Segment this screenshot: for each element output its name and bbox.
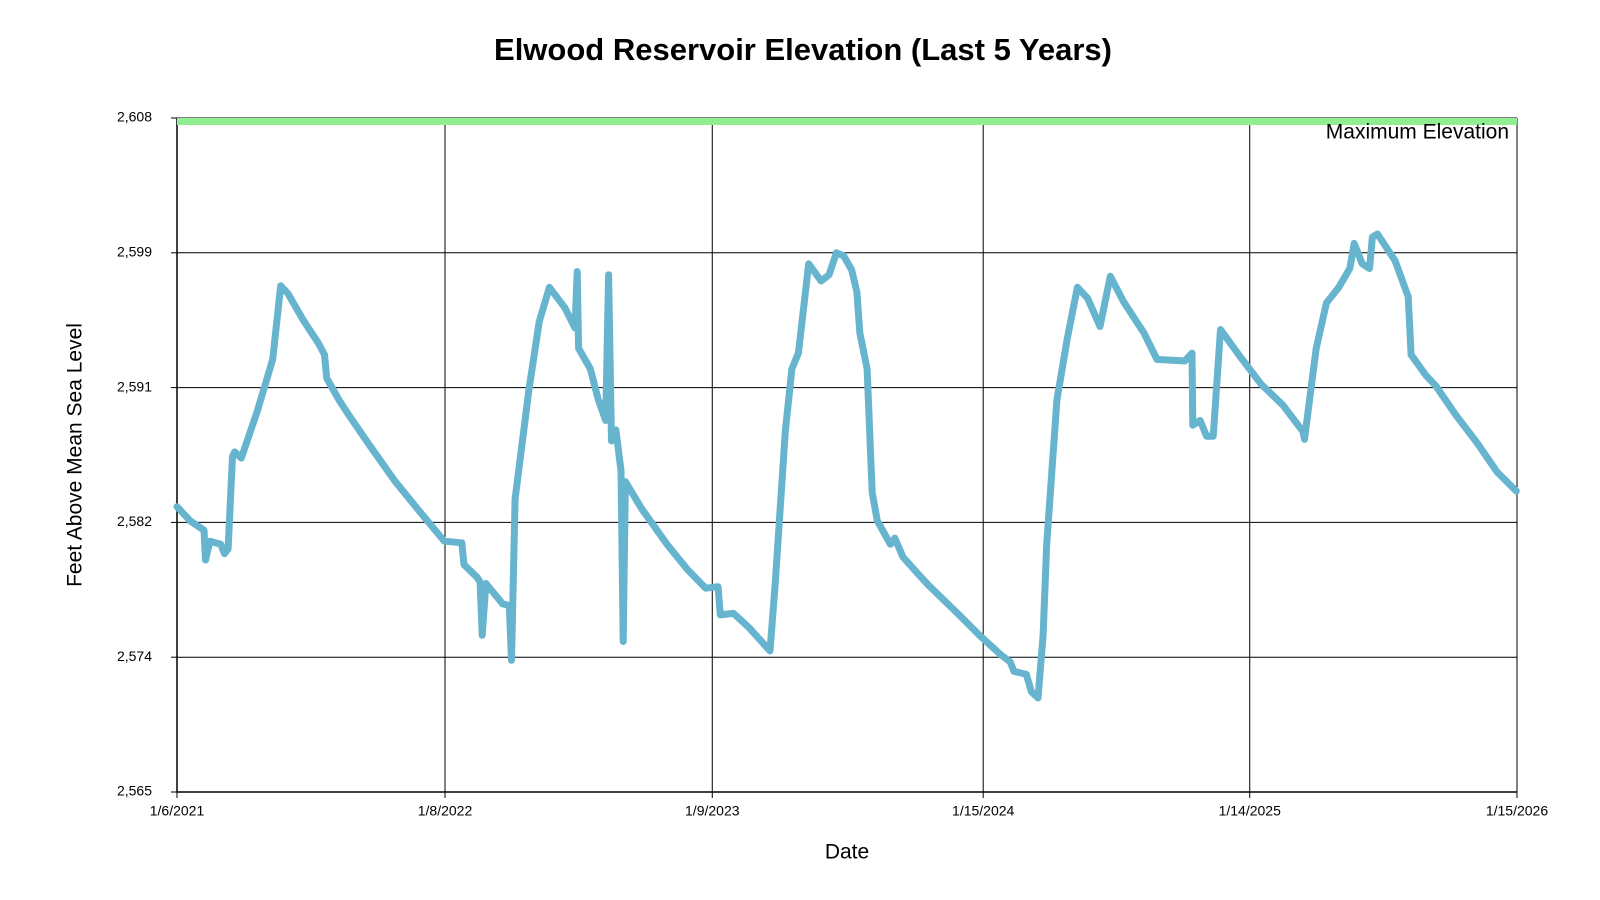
- x-tick-label: 1/14/2025: [1219, 803, 1281, 819]
- max-elevation-band: [177, 118, 1517, 125]
- x-axis-label: Date: [825, 841, 869, 864]
- y-tick-label: 2,608: [117, 109, 152, 125]
- y-tick-label: 2,574: [117, 648, 152, 664]
- x-tick-label: 1/15/2026: [1486, 803, 1548, 819]
- x-tick-label: 1/9/2023: [685, 803, 740, 819]
- elevation-line: [173, 230, 1520, 702]
- y-axis-label: Feet Above Mean Sea Level: [64, 323, 87, 587]
- max-elevation-label: Maximum Elevation: [1326, 121, 1509, 144]
- y-tick-label: 2,591: [117, 378, 152, 394]
- x-tick-label: 1/15/2024: [952, 803, 1014, 819]
- y-tick-label: 2,565: [117, 783, 152, 799]
- x-tick-label: 1/8/2022: [418, 803, 473, 819]
- x-tick-label: 1/6/2021: [150, 803, 205, 819]
- y-tick-label: 2,582: [117, 513, 152, 529]
- y-tick-label: 2,599: [117, 244, 152, 260]
- chart-title: Elwood Reservoir Elevation (Last 5 Years…: [494, 32, 1112, 67]
